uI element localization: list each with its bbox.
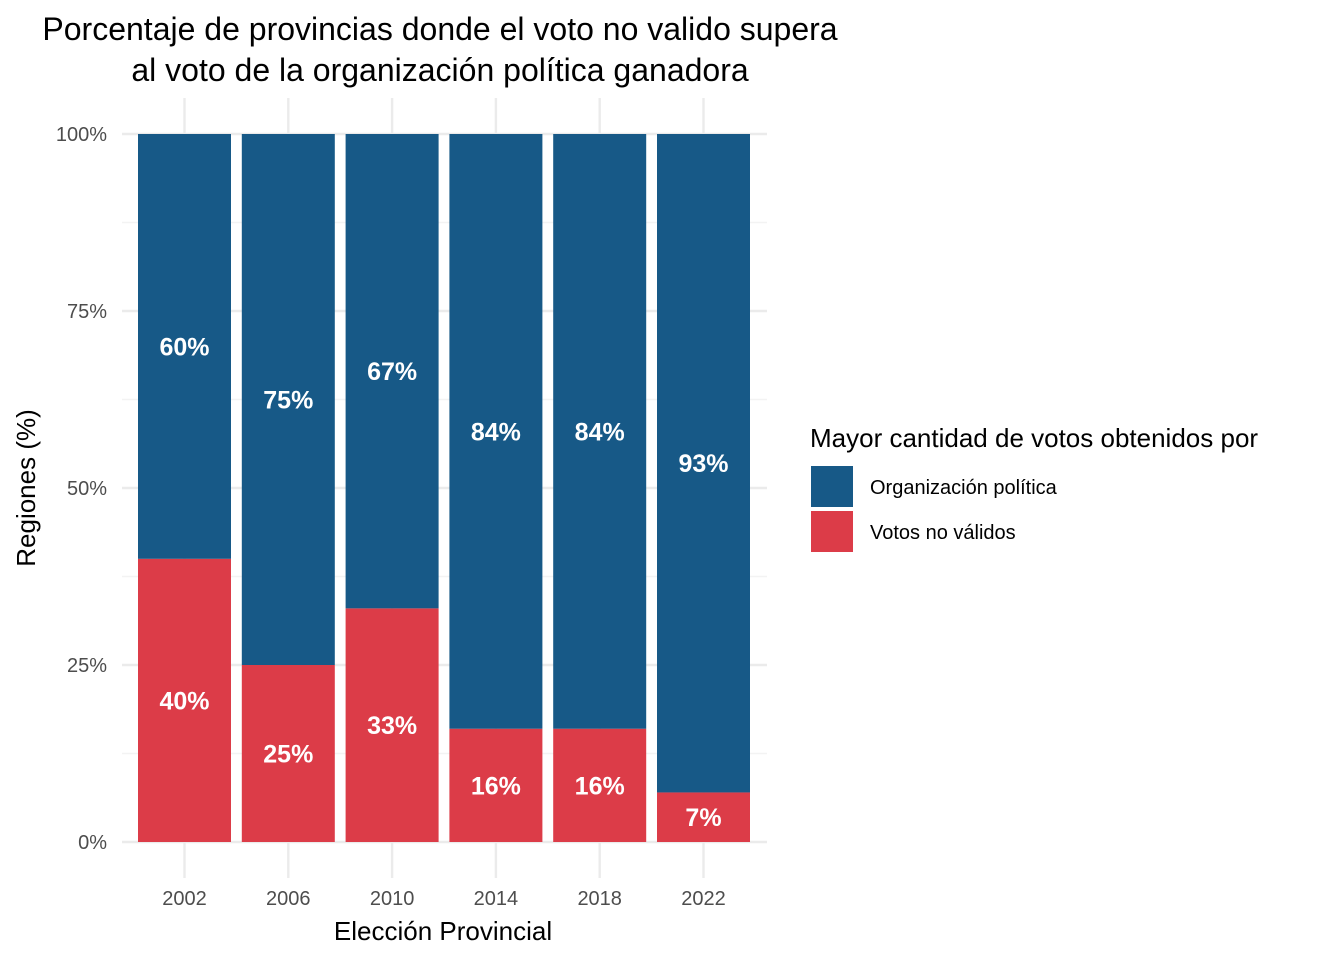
bars — [138, 134, 750, 842]
x-tick-label: 2014 — [474, 888, 519, 910]
bar-organizacion-politica-2002 — [138, 134, 231, 559]
x-tick-label: 2018 — [577, 888, 622, 910]
y-axis-ticks: 0% 25% 50% 75% 100% — [56, 124, 107, 854]
x-tick-label: 2022 — [681, 888, 726, 910]
bar-votos-no-validos-2006 — [241, 665, 335, 842]
y-tick-label: 75% — [67, 301, 107, 323]
y-axis-title: Regiones (%) — [11, 409, 41, 567]
data-label-organizacion-politica-2010: 67% — [367, 358, 417, 386]
legend-title: Mayor cantidad de votos obtenidos por — [810, 423, 1258, 453]
legend-swatch — [811, 511, 853, 552]
x-tick-label: 2010 — [370, 888, 415, 910]
data-label-votos-no-validos-2014: 16% — [471, 772, 521, 800]
legend-entries: Organización política Votos no válidos — [811, 466, 1058, 552]
bar-votos-no-validos-2018 — [553, 728, 647, 842]
x-axis-ticks: 2002 2006 2010 2014 2018 2022 — [162, 888, 726, 910]
data-label-organizacion-politica-2006: 75% — [263, 387, 313, 415]
bar-organizacion-politica-2010 — [345, 134, 439, 609]
data-label-votos-no-validos-2022: 7% — [685, 804, 721, 832]
x-tick-label: 2006 — [266, 888, 311, 910]
y-tick-label: 25% — [67, 655, 107, 677]
legend-swatch — [811, 466, 853, 507]
data-label-votos-no-validos-2006: 25% — [263, 741, 313, 769]
bar-votos-no-validos-2022 — [657, 792, 750, 842]
data-label-votos-no-validos-2018: 16% — [575, 772, 625, 800]
bar-organizacion-politica-2014 — [449, 134, 543, 729]
data-label-organizacion-politica-2022: 93% — [678, 450, 728, 478]
x-axis-title: Elección Provincial — [334, 916, 552, 946]
x-tick-label: 2002 — [162, 888, 207, 910]
data-label-organizacion-politica-2018: 84% — [575, 418, 625, 446]
bar-organizacion-politica-2022 — [657, 134, 750, 793]
bar-votos-no-validos-2002 — [138, 558, 231, 842]
data-labels: 40% 60% 25% 75% 33% 67% 16% 84% 16% 84% 7% 93% — [159, 333, 728, 832]
data-label-votos-no-validos-2010: 33% — [367, 712, 417, 740]
legend-label: Organización política — [870, 477, 1058, 499]
data-label-organizacion-politica-2002: 60% — [159, 333, 209, 361]
data-label-votos-no-validos-2002: 40% — [159, 687, 209, 715]
y-tick-label: 100% — [56, 124, 107, 146]
chart-title-line-1: Porcentaje de provincias donde el voto n… — [42, 11, 837, 47]
legend-label: Votos no válidos — [870, 522, 1016, 544]
y-tick-label: 50% — [67, 478, 107, 500]
bar-organizacion-politica-2018 — [553, 134, 647, 729]
y-tick-label: 0% — [78, 832, 107, 854]
chart-title-line-2: al voto de la organización política gana… — [131, 52, 749, 88]
bar-votos-no-validos-2014 — [449, 728, 543, 842]
bar-votos-no-validos-2010 — [345, 608, 439, 842]
data-label-organizacion-politica-2014: 84% — [471, 418, 521, 446]
legend: Mayor cantidad de votos obtenidos por Or… — [810, 423, 1258, 552]
bar-organizacion-politica-2006 — [241, 134, 335, 665]
